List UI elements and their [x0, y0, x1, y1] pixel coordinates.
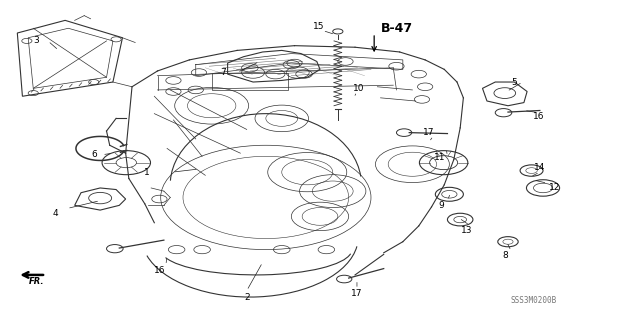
Text: 4: 4: [52, 209, 58, 218]
Text: 5: 5: [511, 78, 517, 86]
Text: 14: 14: [534, 163, 545, 172]
Text: 8: 8: [502, 251, 508, 260]
Text: 9: 9: [438, 201, 444, 210]
Text: 16: 16: [154, 266, 165, 275]
Text: SSS3M0200B: SSS3M0200B: [510, 296, 557, 305]
Text: 16: 16: [533, 112, 544, 121]
Text: 6: 6: [91, 150, 97, 159]
Text: 2: 2: [244, 293, 250, 301]
Text: 17: 17: [351, 289, 363, 298]
Text: 3: 3: [33, 36, 39, 45]
Text: 11: 11: [434, 153, 445, 162]
Text: B-47: B-47: [381, 22, 413, 35]
Text: 1: 1: [144, 168, 150, 177]
Text: 17: 17: [422, 128, 434, 137]
Text: 10: 10: [353, 84, 364, 93]
Text: 7: 7: [220, 68, 226, 77]
Text: 15: 15: [313, 22, 324, 31]
Text: 12: 12: [549, 183, 560, 192]
Text: 13: 13: [461, 226, 472, 235]
Text: FR.: FR.: [29, 277, 44, 286]
